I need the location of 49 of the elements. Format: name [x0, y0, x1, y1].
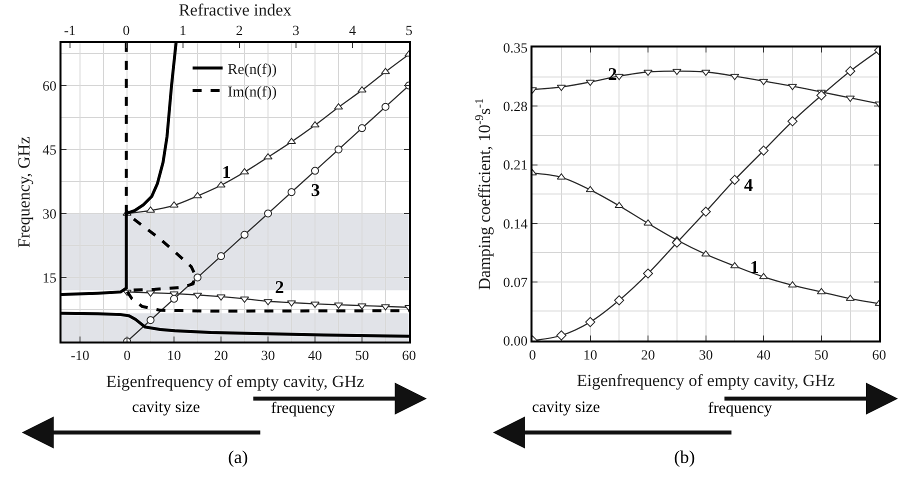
x-axis-title: Eigenfrequency of empty cavity, GHz [106, 372, 365, 392]
x2-axis-title: Refractive index [178, 0, 292, 20]
x-axis-title: Eigenfrequency of empty cavity, GHz [576, 371, 836, 390]
y-tick-label: 0.28 [503, 100, 528, 116]
x-tick-label: 0 [528, 348, 536, 364]
x-tick-label: 0 [124, 349, 131, 364]
y-tick-label: 0.14 [503, 217, 528, 232]
y-tick-label: 0.21 [503, 158, 528, 174]
annotation: 1 [222, 162, 231, 182]
text: frequency [271, 400, 335, 417]
x-tick-label: 40 [308, 349, 322, 364]
text: cavity size [532, 399, 600, 416]
legend-label: Im(n(f)) [228, 84, 277, 100]
annotation: 1 [750, 257, 759, 277]
annotation: 3 [311, 180, 320, 200]
x-tick-label: 60 [872, 348, 886, 364]
text: cavity size [132, 399, 200, 416]
y-tick-label: 45 [42, 143, 56, 158]
annotation: 2 [275, 277, 284, 297]
x2-tick-label: -1 [64, 24, 76, 40]
x-tick-label: 20 [641, 348, 656, 364]
text: (a) [228, 447, 248, 467]
x2-tick-label: 0 [122, 24, 130, 40]
x-tick-label: 50 [814, 348, 828, 364]
x2-tick-label: 4 [348, 24, 356, 40]
x-tick-label: 40 [756, 348, 771, 364]
y-axis-title: Frequency, GHz [14, 136, 34, 248]
legend-label: Re(n(f)) [228, 62, 277, 78]
x2-tick-label: 5 [405, 24, 412, 40]
x-tick-label: -10 [70, 349, 90, 364]
x-tick-label: 30 [698, 348, 713, 364]
text: (b) [674, 447, 695, 467]
x2-tick-label: 1 [179, 24, 186, 40]
y-tick-label: 0.35 [503, 42, 528, 57]
y-tick-label: 15 [42, 271, 56, 286]
y-tick-label: 30 [42, 207, 56, 222]
x-tick-label: 30 [261, 349, 276, 364]
y-tick-label: 0.00 [503, 334, 528, 350]
x-tick-label: 20 [214, 349, 228, 364]
x2-tick-label: 2 [236, 24, 243, 40]
y-tick-label: 60 [42, 79, 56, 94]
y-tick-label: 0.07 [503, 276, 528, 291]
x-tick-label: 60 [402, 349, 416, 364]
x-tick-label: 50 [355, 349, 369, 364]
annotation: 4 [744, 175, 753, 195]
x-tick-label: 10 [583, 348, 598, 364]
text: frequency [708, 400, 772, 417]
x2-tick-label: 3 [292, 24, 300, 40]
x-tick-label: 10 [167, 349, 182, 364]
